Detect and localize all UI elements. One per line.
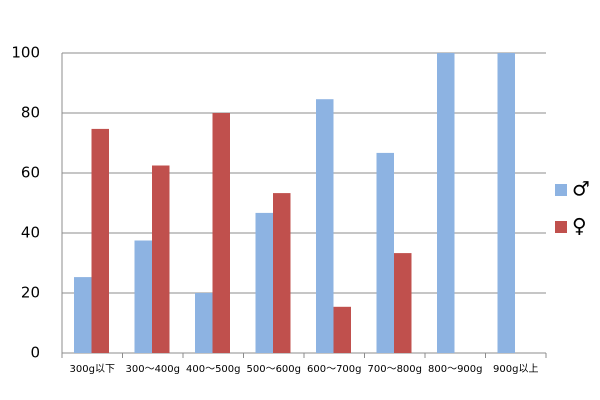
bar xyxy=(273,193,291,353)
legend-swatch xyxy=(555,221,567,233)
bar xyxy=(152,165,170,353)
x-tick-label: 400～500g xyxy=(186,364,241,375)
x-tick-label: 300～400g xyxy=(125,364,180,375)
x-tick-label: 900g以上 xyxy=(493,363,538,375)
bar xyxy=(134,240,152,353)
bar xyxy=(437,53,455,353)
bar xyxy=(333,306,351,353)
legend-label: ♂ xyxy=(572,177,590,201)
y-tick-label: 40 xyxy=(21,224,40,242)
x-tick-label: 500～600g xyxy=(246,364,301,375)
y-tick-label: 100 xyxy=(11,44,40,62)
legend-label: ♀ xyxy=(572,214,587,238)
bar xyxy=(394,253,412,353)
bar xyxy=(316,99,334,353)
x-tick-label: 700～800g xyxy=(367,364,422,375)
y-tick-label: 60 xyxy=(21,164,40,182)
x-tick-label: 600～700g xyxy=(307,364,362,375)
bar xyxy=(195,293,213,353)
bar xyxy=(255,212,273,353)
bar xyxy=(497,53,515,353)
legend-swatch xyxy=(555,184,567,196)
x-tick-label: 800～900g xyxy=(428,364,483,375)
y-tick-label: 20 xyxy=(21,284,40,302)
bar xyxy=(212,113,230,353)
x-tick-label: 300g以下 xyxy=(70,364,115,375)
bar xyxy=(376,152,394,353)
bar xyxy=(91,128,109,353)
y-tick-label: 80 xyxy=(21,104,40,122)
bar xyxy=(74,277,92,353)
y-tick-label: 0 xyxy=(30,344,40,362)
